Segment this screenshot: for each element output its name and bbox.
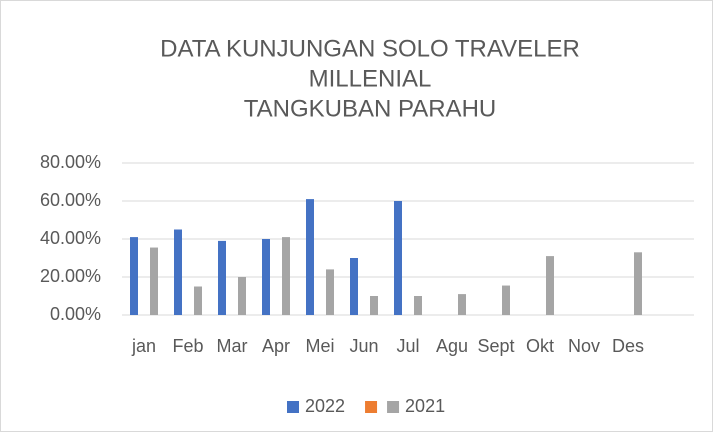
x-tick-label: Feb bbox=[172, 336, 203, 356]
bar bbox=[458, 294, 466, 315]
bar bbox=[414, 296, 422, 315]
chart-title: TANGKUBAN PARAHU bbox=[244, 95, 496, 122]
legend-label: 2021 bbox=[405, 396, 445, 416]
bar bbox=[546, 256, 554, 315]
bar bbox=[150, 247, 158, 315]
y-tick-label: 0.00% bbox=[50, 304, 101, 324]
x-tick-label: Jun bbox=[349, 336, 378, 356]
y-tick-label: 20.00% bbox=[40, 266, 101, 286]
x-tick-label: Sept bbox=[477, 336, 514, 356]
legend-label: 2022 bbox=[305, 396, 345, 416]
x-tick-label: Agu bbox=[436, 336, 468, 356]
bar bbox=[502, 285, 510, 315]
y-tick-label: 60.00% bbox=[40, 190, 101, 210]
x-tick-label: Okt bbox=[526, 336, 554, 356]
legend-swatch bbox=[365, 401, 378, 413]
bar bbox=[130, 237, 138, 315]
y-tick-label: 40.00% bbox=[40, 228, 101, 248]
bar bbox=[326, 269, 334, 315]
bar bbox=[634, 252, 642, 315]
x-tick-label: Apr bbox=[262, 336, 290, 356]
x-tick-label: Des bbox=[612, 336, 644, 356]
x-tick-label: jan bbox=[131, 336, 156, 356]
x-tick-label: Mei bbox=[305, 336, 334, 356]
bar bbox=[262, 239, 270, 315]
bar bbox=[218, 240, 226, 315]
bar bbox=[370, 296, 378, 315]
x-tick-label: Nov bbox=[568, 336, 600, 356]
chart-title: DATA KUNJUNGAN SOLO TRAVELER bbox=[160, 35, 580, 62]
y-tick-label: 80.00% bbox=[40, 152, 101, 172]
bar bbox=[282, 237, 290, 315]
bar bbox=[350, 258, 358, 315]
bar bbox=[194, 286, 202, 315]
legend-swatch bbox=[387, 401, 400, 413]
legend-swatch bbox=[287, 401, 299, 413]
bar bbox=[238, 277, 246, 315]
bar bbox=[174, 229, 182, 315]
x-tick-label: Mar bbox=[217, 336, 248, 356]
x-tick-label: Jul bbox=[396, 336, 419, 356]
bar bbox=[306, 199, 314, 315]
bar bbox=[394, 201, 402, 315]
chart-title: MILLENIAL bbox=[309, 65, 432, 92]
